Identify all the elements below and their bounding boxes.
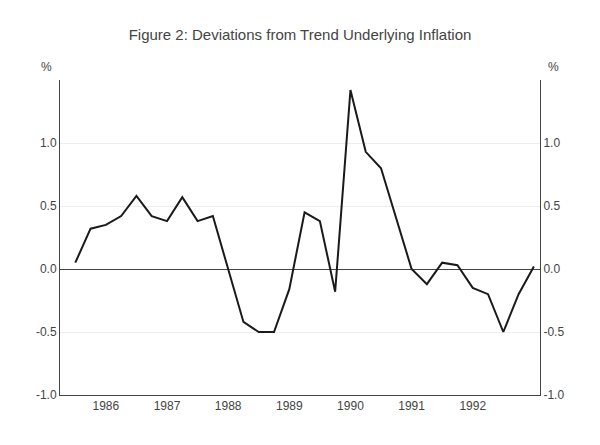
svg-text:-0.5: -0.5 bbox=[36, 325, 57, 339]
svg-text:1992: 1992 bbox=[459, 399, 486, 413]
svg-text:%: % bbox=[548, 60, 559, 74]
svg-text:Figure 2: Deviations from Tren: Figure 2: Deviations from Trend Underlyi… bbox=[129, 26, 472, 43]
svg-text:1990: 1990 bbox=[337, 399, 364, 413]
svg-text:1989: 1989 bbox=[276, 399, 303, 413]
svg-text:1.0: 1.0 bbox=[40, 136, 57, 150]
svg-text:%: % bbox=[41, 60, 52, 74]
svg-text:-0.5: -0.5 bbox=[543, 325, 564, 339]
svg-text:1987: 1987 bbox=[154, 399, 181, 413]
svg-text:-1.0: -1.0 bbox=[36, 388, 57, 402]
svg-text:1.0: 1.0 bbox=[543, 136, 560, 150]
svg-text:0.5: 0.5 bbox=[40, 199, 57, 213]
svg-text:1991: 1991 bbox=[398, 399, 425, 413]
svg-text:-1.0: -1.0 bbox=[543, 388, 564, 402]
svg-text:0.5: 0.5 bbox=[543, 199, 560, 213]
svg-text:0.0: 0.0 bbox=[40, 262, 57, 276]
svg-text:1988: 1988 bbox=[215, 399, 242, 413]
svg-text:1986: 1986 bbox=[93, 399, 120, 413]
svg-text:0.0: 0.0 bbox=[543, 262, 560, 276]
